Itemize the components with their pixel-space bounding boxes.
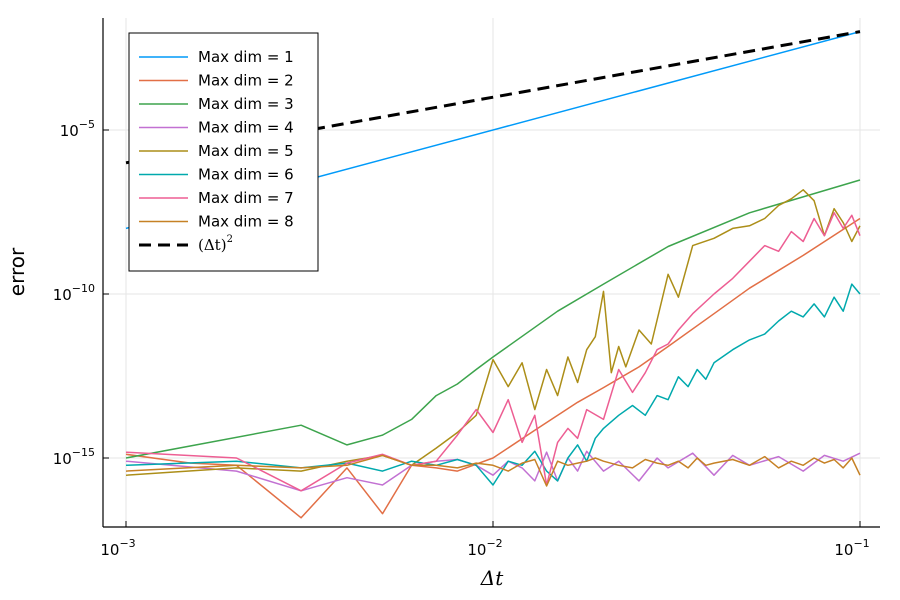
y-tick-exponent: −5 (79, 118, 95, 131)
series-line-dim2 (125, 217, 861, 519)
legend-label-dim2: Max dim = 2 (198, 72, 294, 90)
legend-label-text: Max dim = 2 (198, 72, 294, 90)
y-axis-label: error (5, 247, 29, 296)
axes (102, 18, 880, 528)
legend-label-text: Max dim = 8 (198, 213, 294, 231)
legend-box (128, 32, 319, 272)
x-axis-label: Δt (480, 566, 504, 590)
legend-label-text: Max dim = 7 (198, 189, 294, 207)
legend-label-dim4: Max dim = 4 (198, 119, 294, 137)
legend-label-text: Max dim = 6 (198, 166, 294, 184)
series-line-dim6 (125, 283, 861, 486)
legend-label-text: Max dim = 4 (198, 119, 294, 137)
legend-label-dim3: Max dim = 3 (198, 95, 294, 113)
x-tick-base: 10 (467, 541, 486, 559)
x-tick-exponent: −3 (119, 537, 135, 550)
y-tick-base: 10 (53, 286, 72, 304)
series-line-dim3 (125, 179, 861, 459)
y-tick-exponent: −15 (72, 446, 95, 459)
y-tick-label: 10−10 (53, 282, 95, 304)
x-tick-base: 10 (100, 541, 119, 559)
legend-label-dim8: Max dim = 8 (198, 213, 294, 231)
legend-label-text: Max dim = 3 (198, 95, 294, 113)
legend-label-dim6: Max dim = 6 (198, 166, 294, 184)
legend-label-reference: (Δt)2 (198, 234, 233, 254)
legend-label-exponent: 2 (227, 234, 233, 245)
legend-label-dim5: Max dim = 5 (198, 142, 294, 160)
legend: Max dim = 1 Max dim = 2 Max dim = 3 Max dim… (128, 32, 319, 272)
y-tick-exponent: −10 (72, 282, 95, 295)
x-tick-label: 10−2 (467, 537, 502, 559)
legend-label-text: (Δt) (198, 236, 227, 254)
y-tick-label: 10−15 (53, 446, 95, 468)
x-tick-label: 10−3 (100, 537, 135, 559)
series-line-dim7 (125, 212, 861, 492)
y-tick-label: 10−5 (60, 118, 95, 140)
legend-label-dim1: Max dim = 1 (198, 48, 294, 66)
legend-label-dim7: Max dim = 7 (198, 189, 294, 207)
series-line-dim8 (125, 454, 861, 487)
legend-label-text: Max dim = 1 (198, 48, 294, 66)
x-tick-exponent: −1 (853, 537, 869, 550)
series-line-dim5 (125, 189, 861, 476)
x-tick-exponent: −2 (486, 537, 502, 550)
x-tick-base: 10 (834, 541, 853, 559)
legend-label-text: Max dim = 5 (198, 142, 294, 160)
x-tick-label: 10−1 (834, 537, 869, 559)
y-tick-base: 10 (53, 450, 72, 468)
y-tick-base: 10 (60, 122, 79, 140)
